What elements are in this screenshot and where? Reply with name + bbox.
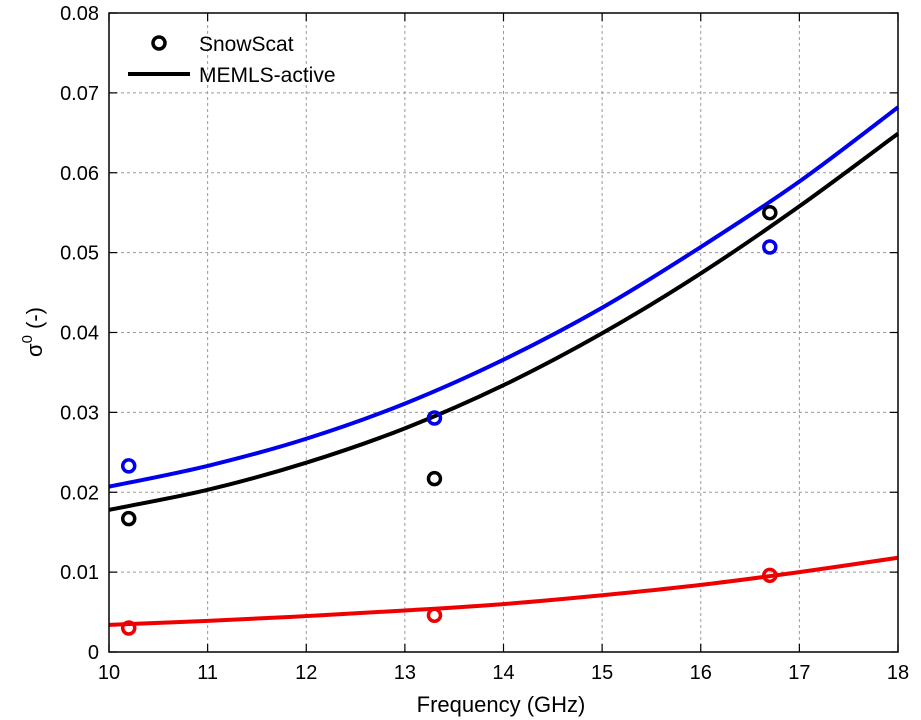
y-tick-label: 0.05 <box>60 243 99 265</box>
series-line-black <box>108 132 900 512</box>
y-axis-label-base: σ <box>22 343 47 357</box>
x-tick-label: 17 <box>788 662 810 684</box>
data-point-red <box>426 607 443 624</box>
y-tick-label: 0.02 <box>60 482 99 504</box>
y-tick-labels: 0 0.01 0.02 0.03 0.04 0.05 0.06 0.07 0.08 <box>60 3 99 664</box>
x-tick-label: 11 <box>197 662 218 684</box>
y-tick-label: 0 <box>88 642 99 664</box>
y-tick-label: 0.01 <box>60 562 99 584</box>
x-tick-label: 12 <box>295 662 317 684</box>
data-point-blue <box>762 239 778 255</box>
y-tick-label: 0.03 <box>60 402 99 424</box>
axis-ticks <box>108 12 899 653</box>
x-tick-label: 14 <box>492 662 514 684</box>
legend-label-snowscat: SnowScat <box>199 33 294 56</box>
y-axis-label-tail: (-) <box>22 307 47 335</box>
data-point-red <box>762 567 778 584</box>
data-point-black <box>426 470 443 487</box>
y-axis-label-sup: 0 <box>19 335 36 343</box>
x-tick-label: 16 <box>690 662 712 684</box>
legend: SnowScat MEMLS-active <box>128 33 336 87</box>
series-lines <box>108 105 900 627</box>
legend-label-memls: MEMLS-active <box>199 64 336 87</box>
series-line-blue <box>108 105 900 489</box>
legend-marker-snowscat <box>151 35 167 51</box>
y-tick-label: 0.07 <box>60 83 99 105</box>
data-point-blue <box>120 458 137 474</box>
data-point-black <box>762 204 778 221</box>
x-tick-label: 18 <box>887 662 909 684</box>
x-tick-label: 15 <box>591 662 613 684</box>
y-tick-label: 0.08 <box>60 3 99 25</box>
data-point-blue <box>426 410 443 426</box>
x-tick-label: 13 <box>394 662 416 684</box>
series-line-red <box>108 555 899 627</box>
x-tick-label: 10 <box>98 662 120 684</box>
data-point-black <box>120 510 137 527</box>
y-tick-label: 0.04 <box>60 323 99 345</box>
series-points <box>120 204 778 636</box>
y-tick-label: 0.06 <box>60 163 99 185</box>
y-axis-label: σ0 (-) <box>19 307 47 357</box>
x-axis-label: Frequency (GHz) <box>417 692 586 717</box>
grid <box>109 13 898 652</box>
data-point-red <box>120 620 137 636</box>
x-tick-labels: 10 11 12 13 14 15 16 17 18 <box>98 662 909 684</box>
